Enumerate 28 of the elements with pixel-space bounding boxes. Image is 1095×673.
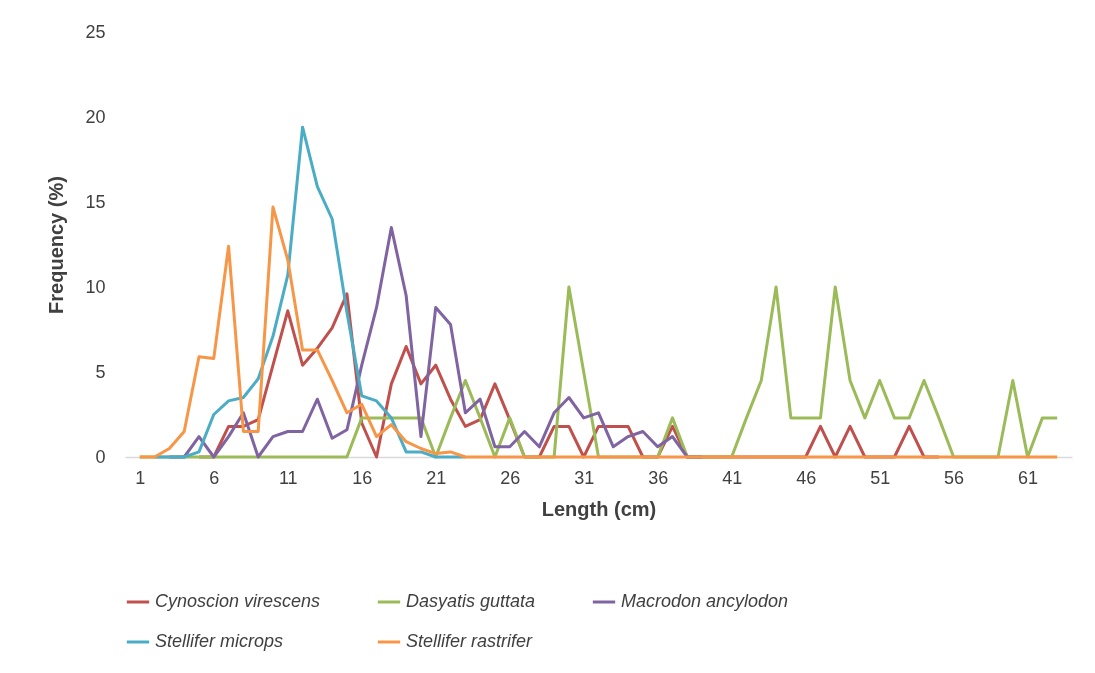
y-axis-title: Frequency (%)	[45, 176, 68, 314]
x-tick-label: 36	[648, 467, 669, 488]
x-tick-label: 41	[722, 467, 743, 488]
x-tick-label: 1	[135, 467, 146, 488]
y-tick-label: 5	[95, 361, 106, 382]
x-axis-title: Length (cm)	[541, 497, 657, 520]
y-tick-label: 0	[95, 446, 106, 467]
x-tick-label: 16	[352, 467, 373, 488]
x-tick-label: 31	[574, 467, 595, 488]
x-tick-label: 46	[796, 467, 817, 488]
x-tick-label: 26	[500, 467, 521, 488]
x-tick-label: 51	[870, 467, 891, 488]
legend-label: Cynoscion virescens	[155, 591, 321, 611]
x-tick-label: 21	[426, 467, 447, 488]
y-tick-label: 20	[85, 106, 106, 127]
y-tick-label: 15	[85, 191, 106, 212]
line-series	[153, 125, 467, 459]
y-tick-label: 10	[85, 276, 106, 297]
legend-label: Macrodon ancylodon	[621, 591, 789, 611]
x-tick-label: 61	[1018, 467, 1039, 488]
x-tick-label: 6	[209, 467, 220, 488]
line-series	[138, 205, 1059, 459]
legend-label: Stellifer microps	[155, 631, 284, 651]
y-tick-label: 25	[85, 21, 106, 42]
x-tick-label: 56	[944, 467, 965, 488]
legend-label: Dasyatis guttata	[406, 591, 536, 611]
legend-label: Stellifer rastrifer	[406, 631, 534, 651]
x-tick-label: 11	[278, 467, 298, 488]
